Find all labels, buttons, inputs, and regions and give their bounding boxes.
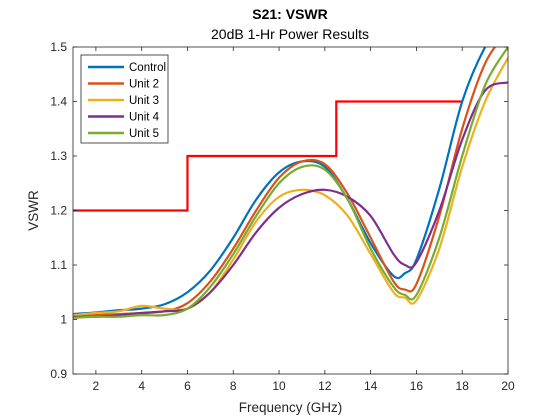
chart-subtitle: 20dB 1-Hr Power Results (211, 26, 369, 42)
x-tick-label: 20 (501, 379, 515, 393)
x-tick-label: 14 (364, 379, 378, 393)
legend-label-unit-4: Unit 4 (129, 112, 160, 124)
ticks-layer (73, 46, 509, 375)
legend-entries: Control Unit 2 Unit 3 Unit 4 Unit 5 (88, 62, 166, 140)
x-tick-label: 10 (272, 379, 286, 393)
chart-title: S21: VSWR (252, 6, 327, 22)
x-tick-label: 4 (138, 379, 145, 393)
x-tick-label: 18 (456, 379, 470, 393)
y-axis-label: VSWR (26, 190, 41, 231)
y-tick-label: 1.5 (50, 40, 67, 54)
legend-label-unit-2: Unit 2 (129, 79, 159, 91)
x-axis-label: Frequency (GHz) (239, 400, 343, 415)
x-tick-label: 6 (184, 379, 191, 393)
x-tick-label: 8 (230, 379, 237, 393)
legend-label-unit-3: Unit 3 (129, 95, 159, 107)
y-tick-label: 1.2 (50, 204, 67, 218)
series-line-unit-5 (73, 47, 508, 319)
x-tick-label: 12 (318, 379, 332, 393)
y-tick-label: 1.4 (50, 95, 67, 109)
data-layer (73, 47, 508, 319)
y-tick-label: 1.1 (50, 258, 67, 272)
series-line-unit-4 (73, 81, 508, 318)
y-tick-label: 0.9 (50, 367, 67, 381)
tick-labels-layer: 2 4 6 8 10 12 14 16 18 20 0.9 1 1.1 1.2 1.3 1.4 1.5 (50, 40, 515, 393)
legend-label-unit-5: Unit 5 (129, 128, 159, 140)
y-tick-label: 1.3 (50, 149, 67, 163)
legend: Control Unit 2 Unit 3 Unit 4 Unit 5 (80, 54, 169, 144)
y-tick-label: 1 (60, 313, 67, 327)
legend-label-control: Control (129, 62, 166, 74)
series-line-unit-3 (73, 56, 508, 317)
x-tick-label: 16 (410, 379, 424, 393)
x-tick-label: 2 (93, 379, 100, 393)
limit-line (73, 100, 463, 212)
